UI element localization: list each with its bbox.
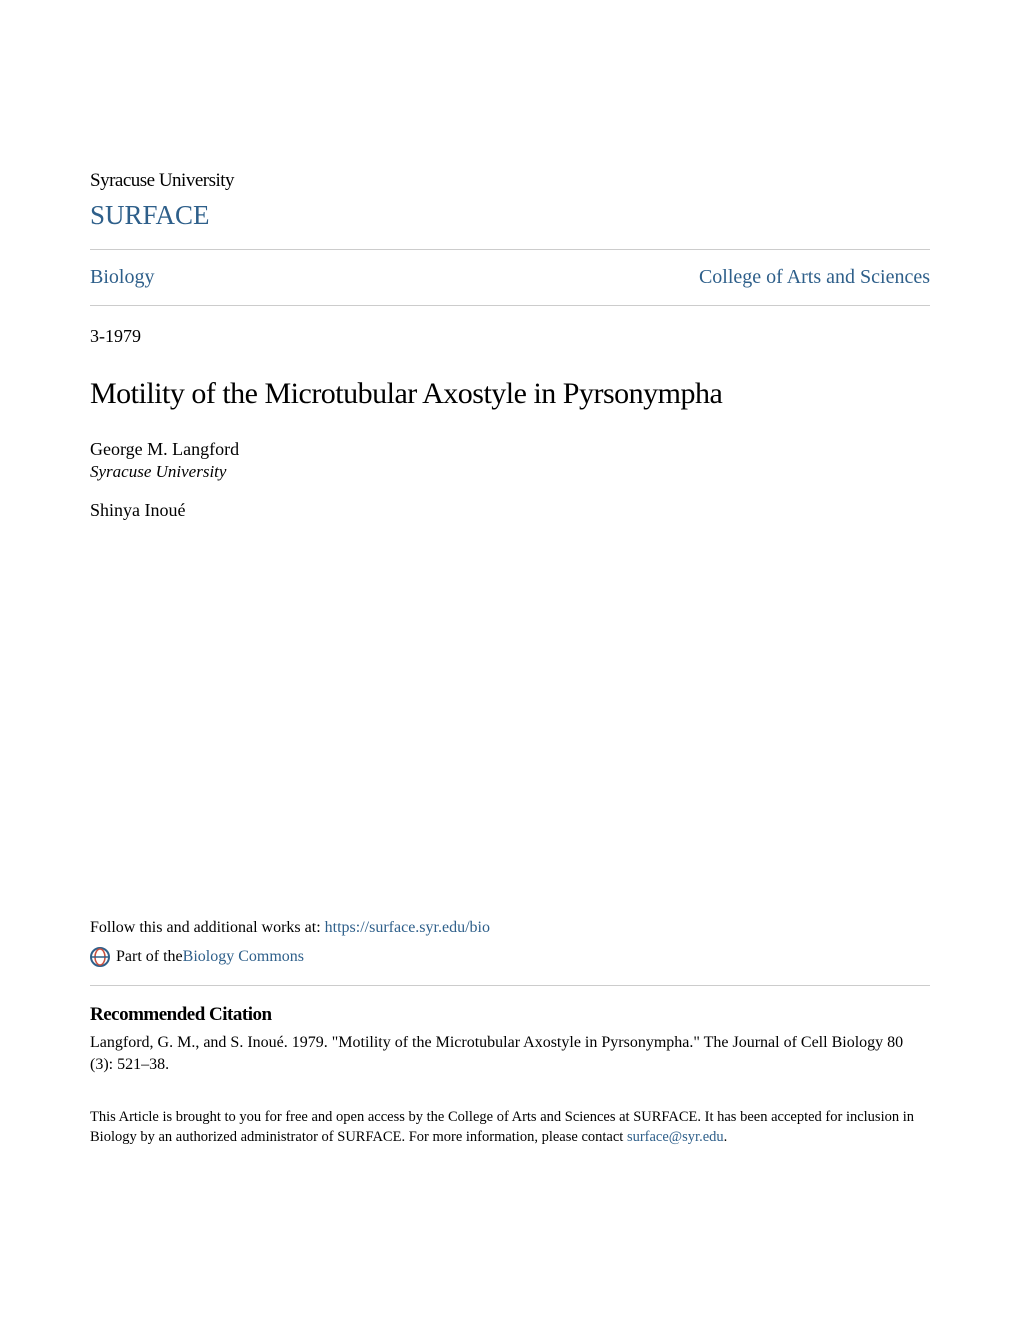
part-of-prefix: Part of the xyxy=(116,948,183,966)
author-name: George M. Langford xyxy=(90,439,930,460)
divider-nav xyxy=(90,305,930,306)
collection-link[interactable]: Biology xyxy=(90,266,154,289)
repository-name: SURFACE xyxy=(90,200,930,231)
author-block-1: Shinya Inoué xyxy=(90,500,930,521)
follow-prefix: Follow this and additional works at: xyxy=(90,919,325,936)
commons-link[interactable]: Biology Commons xyxy=(183,948,304,966)
follow-works-line: Follow this and additional works at: htt… xyxy=(90,919,930,937)
footer-text-before: This Article is brought to you for free … xyxy=(90,1109,914,1145)
content-spacer xyxy=(90,539,930,919)
article-title: Motility of the Microtubular Axostyle in… xyxy=(90,377,930,411)
breadcrumb-nav: Biology College of Arts and Sciences xyxy=(90,250,930,305)
footer-text: This Article is brought to you for free … xyxy=(90,1107,930,1148)
part-of-line: Part of the Biology Commons xyxy=(90,947,930,967)
author-name: Shinya Inoué xyxy=(90,500,930,521)
follow-link[interactable]: https://surface.syr.edu/bio xyxy=(325,919,490,936)
parent-collection-link[interactable]: College of Arts and Sciences xyxy=(699,266,930,289)
author-block-0: George M. Langford Syracuse University xyxy=(90,439,930,482)
institution-name: Syracuse University xyxy=(90,170,930,192)
repository-link[interactable]: SURFACE xyxy=(90,200,210,230)
footer-text-after: . xyxy=(724,1129,728,1145)
network-icon xyxy=(90,947,110,967)
page-container: Syracuse University SURFACE Biology Coll… xyxy=(90,170,930,1147)
citation-text: Langford, G. M., and S. Inoué. 1979. "Mo… xyxy=(90,1032,930,1077)
author-affiliation: Syracuse University xyxy=(90,462,930,482)
divider-citation xyxy=(90,985,930,986)
citation-heading: Recommended Citation xyxy=(90,1004,930,1026)
footer-email-link[interactable]: surface@syr.edu xyxy=(627,1129,724,1145)
publication-date: 3-1979 xyxy=(90,326,930,347)
